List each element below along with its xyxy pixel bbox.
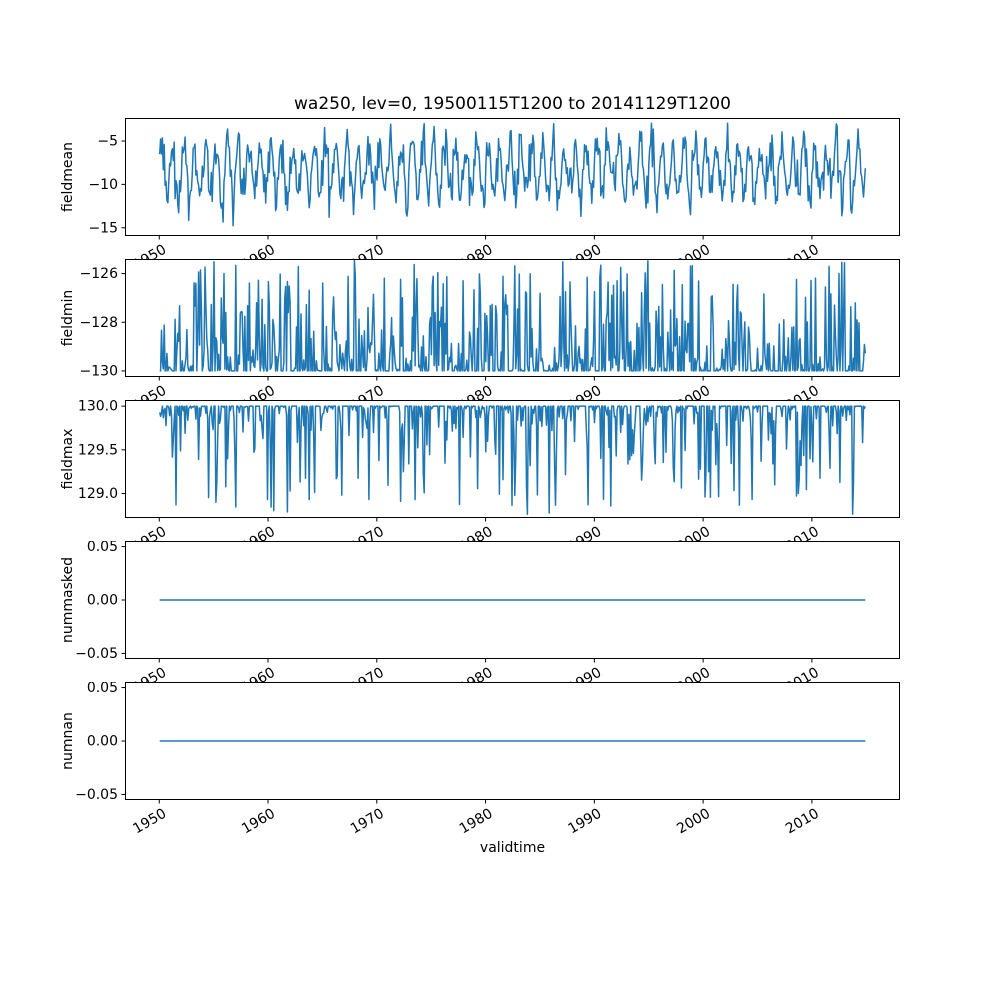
x-tick-label: 1960 — [239, 806, 278, 838]
y-tick-label: −15 — [88, 220, 118, 236]
x-tick-label: 2010 — [783, 524, 822, 541]
y-tick-label: −128 — [80, 315, 118, 331]
x-tick-label: 1950 — [130, 242, 169, 259]
x-tick-label: 1970 — [348, 242, 387, 259]
subplot-nummasked: 0.05 0.00 −0.05 1950 1960 1970 1980 1990 2000 201… — [75, 541, 900, 682]
x-tick-label: 1950 — [130, 524, 169, 541]
y-tick-label: 130.0 — [78, 400, 118, 415]
x-axis-label: validtime — [479, 840, 546, 856]
x-tick-label: 2010 — [783, 665, 822, 682]
data-line — [158, 405, 866, 516]
axes-frame — [125, 259, 900, 377]
x-tick-label: 2000 — [674, 242, 713, 259]
x-tick-label: 2000 — [674, 806, 713, 838]
x-tick-label: 1970 — [348, 665, 387, 682]
x-tick-label: 1970 — [348, 383, 387, 400]
x-tick-label: 2000 — [674, 383, 713, 400]
x-tick-label: 1990 — [565, 383, 604, 400]
x-tick-label: 2010 — [783, 806, 822, 838]
x-tick-label: 1990 — [565, 242, 604, 259]
y-tick-label: 0.00 — [87, 734, 118, 750]
subplot-numnan: 0.05 0.00 −0.05 1950 1960 1970 1980 1990 2000 201… — [75, 682, 900, 838]
x-tick-label: 2000 — [674, 665, 713, 682]
x-tick-label: 1980 — [457, 806, 496, 838]
y-tick-label: 129.0 — [78, 486, 118, 502]
x-tick-label: 1990 — [565, 806, 604, 838]
axes-frame — [125, 541, 900, 659]
chart-title: wa250, lev=0, 19500115T1200 to 20141129T… — [294, 94, 731, 114]
x-tick-label: 1960 — [239, 665, 278, 682]
subplot-fieldmin: −126 −128 −130 1950 1960 1970 1980 1990 2000 2010 — [80, 259, 900, 400]
y-tick-label: −5 — [97, 133, 118, 149]
x-tick-label: 2010 — [783, 242, 822, 259]
x-tick-label: 2000 — [674, 524, 713, 541]
x-tick-label: 1990 — [565, 524, 604, 541]
data-line — [159, 259, 867, 372]
x-tick-label: 1980 — [457, 665, 496, 682]
y-tick-label: 129.5 — [78, 442, 118, 458]
x-tick-label: 1980 — [457, 242, 496, 259]
x-tick-label: 1960 — [239, 524, 278, 541]
x-tick-label: 1990 — [565, 665, 604, 682]
x-tick-label: 1960 — [239, 242, 278, 259]
axes-frame — [125, 118, 900, 236]
x-tick-label: 1950 — [130, 383, 169, 400]
x-tick-label: 1980 — [457, 383, 496, 400]
x-tick-label: 2010 — [783, 383, 822, 400]
x-tick-label: 1980 — [457, 524, 496, 541]
y-tick-label: −0.05 — [75, 646, 118, 662]
x-tick-label: 1970 — [348, 806, 387, 838]
x-tick-label: 1960 — [239, 383, 278, 400]
x-tick-label: 1950 — [130, 806, 169, 838]
y-tick-label: 0.00 — [87, 593, 118, 609]
y-tick-label: 0.05 — [87, 541, 118, 555]
y-tick-label: −126 — [80, 266, 119, 282]
y-tick-label: −0.05 — [75, 787, 118, 803]
y-tick-label: 0.05 — [87, 682, 118, 696]
subplot-fieldmean: −5 −10 −15 1950 1960 1970 1980 1990 2000 2010 — [88, 118, 900, 259]
x-tick-label: 1970 — [348, 524, 387, 541]
y-tick-label: −130 — [80, 363, 118, 379]
axes-frame — [125, 682, 900, 800]
x-tick-label: 1950 — [130, 665, 169, 682]
y-tick-label: −10 — [88, 177, 118, 193]
data-line — [158, 122, 867, 227]
subplot-fieldmax: 130.0 129.5 129.0 1950 1960 1970 1980 1990 2000 2… — [78, 400, 900, 541]
axes-frame — [125, 400, 900, 518]
